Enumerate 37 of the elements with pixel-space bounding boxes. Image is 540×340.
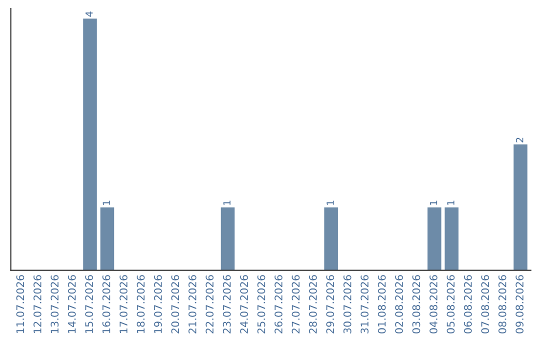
data-label: 2 [516, 138, 524, 142]
x-tick-label: 18.07.2026 [136, 275, 145, 333]
data-label: 1 [326, 200, 334, 205]
x-tick-label: 21.07.2026 [188, 275, 196, 334]
data-label: 1 [223, 200, 230, 205]
x-tick-label: 25.07.2026 [257, 275, 266, 334]
data-label: 1 [447, 200, 454, 205]
x-tick-label: 20.07.2026 [171, 275, 180, 334]
x-tick-label: 02.08.2026 [395, 275, 403, 334]
x-tick-label: 05.08.2026 [446, 275, 455, 334]
x-tick-label: 14.07.2026 [68, 275, 76, 333]
x-tick-label: 09.08.2026 [516, 275, 524, 334]
x-tick-label: 06.08.2026 [464, 275, 472, 334]
x-tick-label: 08.08.2026 [498, 275, 506, 334]
x-tick-label: 29.07.2026 [326, 275, 334, 334]
data-label: 4 [86, 12, 93, 17]
x-tick-label: 30.07.2026 [343, 275, 352, 334]
x-tick-label: 27.07.2026 [292, 275, 300, 334]
x-tick-label: 11.07.2026 [16, 275, 24, 333]
x-tick-label: 03.08.2026 [412, 275, 420, 334]
x-tick-label: 07.08.2026 [481, 275, 490, 334]
x-tick-label: 31.07.2026 [360, 275, 369, 334]
x-tick-label: 26.07.2026 [274, 275, 282, 334]
data-label: 1 [430, 200, 438, 205]
x-tick-label: 24.07.2026 [240, 275, 248, 334]
x-tick-label: 15.07.2026 [85, 275, 94, 333]
x-tick-label: 22.07.2026 [206, 275, 214, 334]
x-tick-label: 28.07.2026 [309, 275, 317, 334]
x-tick-label: 23.07.2026 [222, 275, 231, 334]
x-tick-label: 13.07.2026 [50, 275, 59, 333]
data-label: 1 [102, 200, 110, 205]
x-tick-label: 01.08.2026 [378, 275, 386, 334]
x-tick-label: 19.07.2026 [154, 275, 162, 333]
x-tick-label: 16.07.2026 [102, 275, 110, 333]
x-tick-label: 04.08.2026 [430, 275, 438, 334]
x-tick-label: 12.07.2026 [33, 275, 42, 333]
x-tick-label: 17.07.2026 [120, 275, 128, 333]
